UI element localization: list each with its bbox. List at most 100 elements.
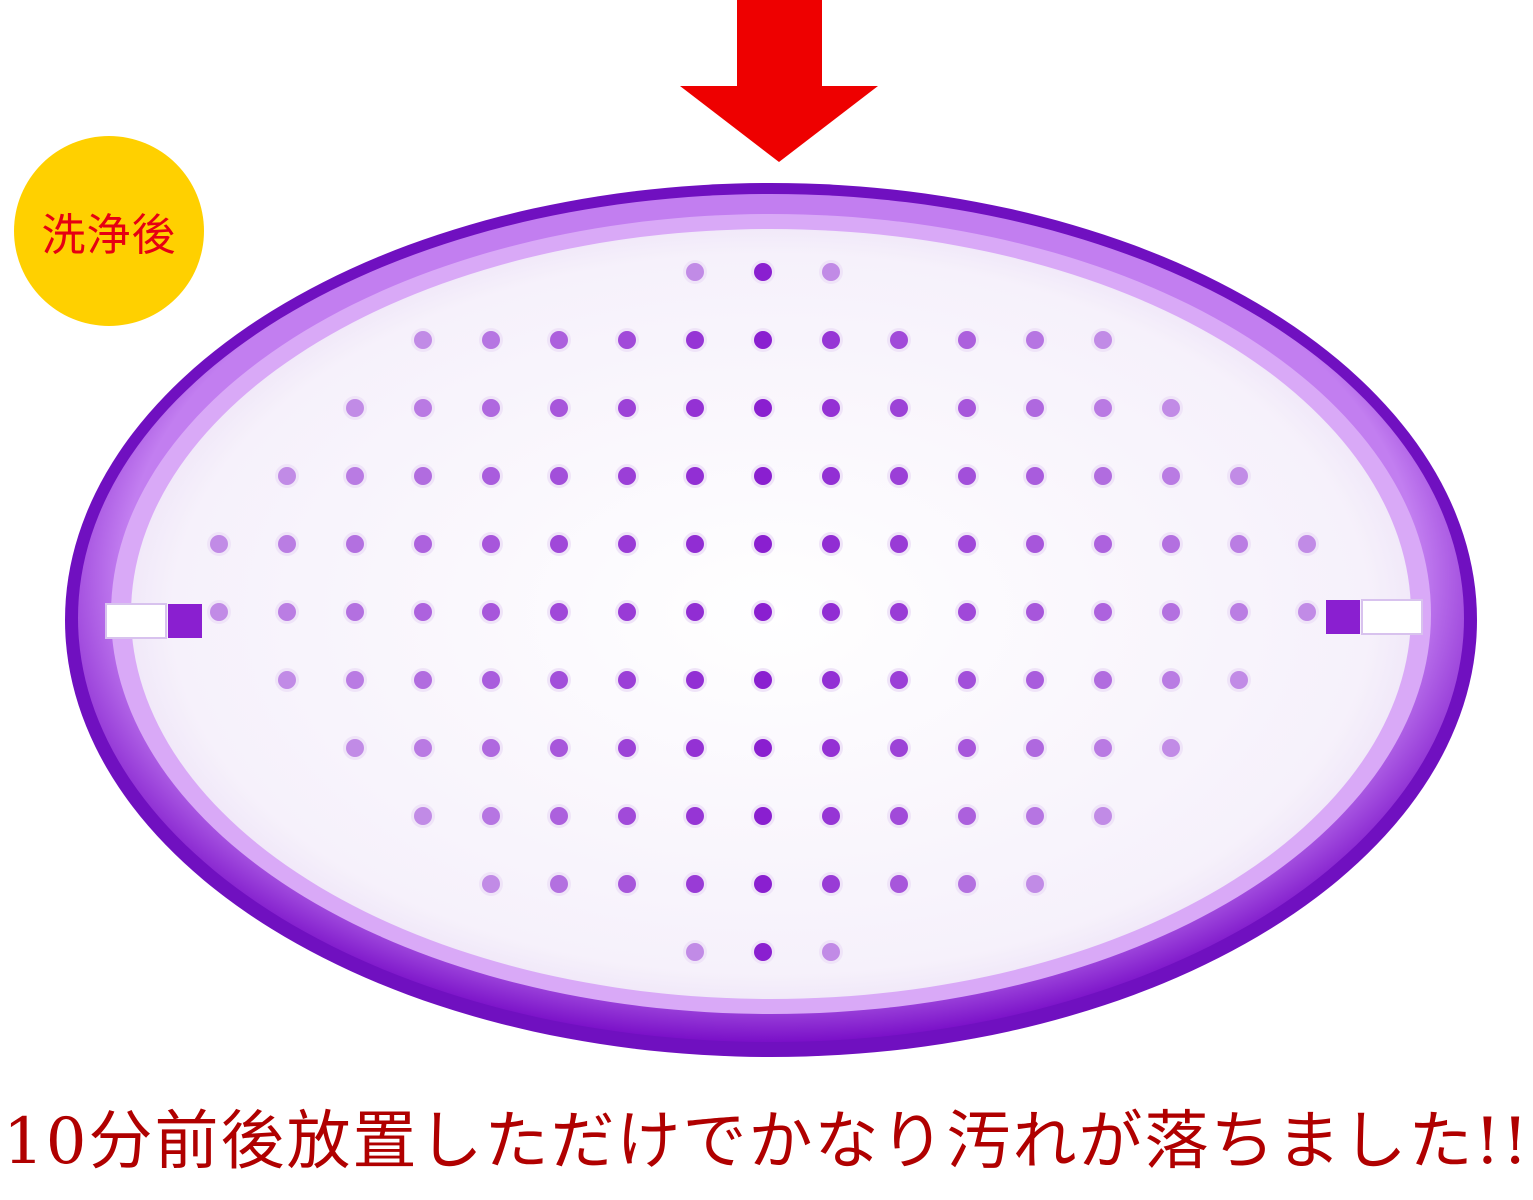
drain-hole-ring bbox=[1159, 396, 1183, 420]
drain-hole bbox=[686, 943, 704, 961]
drain-hole bbox=[550, 603, 568, 621]
drain-hole bbox=[1094, 739, 1112, 757]
drain-hole bbox=[278, 467, 296, 485]
caption-text: 10分前後放置しただけでかなり汚れが落ちました!! bbox=[3, 1105, 1530, 1179]
drain-hole bbox=[550, 467, 568, 485]
drain-hole bbox=[754, 399, 772, 417]
drain-hole bbox=[1094, 399, 1112, 417]
drain-hole bbox=[686, 331, 704, 349]
drain-hole bbox=[346, 603, 364, 621]
drain-hole bbox=[822, 807, 840, 825]
drain-hole bbox=[618, 603, 636, 621]
drain-holes bbox=[207, 260, 1319, 964]
drain-hole bbox=[414, 671, 432, 689]
drain-hole bbox=[890, 535, 908, 553]
drain-hole bbox=[822, 399, 840, 417]
drain-hole bbox=[754, 943, 772, 961]
drain-hole bbox=[890, 467, 908, 485]
drain-hole bbox=[1094, 807, 1112, 825]
tray-right-slot bbox=[1326, 600, 1360, 634]
soap-tray bbox=[65, 183, 1477, 1057]
drain-hole bbox=[958, 739, 976, 757]
drain-hole bbox=[958, 603, 976, 621]
drain-hole bbox=[550, 671, 568, 689]
drain-hole-ring bbox=[1159, 736, 1183, 760]
drain-hole bbox=[550, 331, 568, 349]
drain-hole bbox=[754, 671, 772, 689]
drain-hole bbox=[754, 875, 772, 893]
drain-hole-ring bbox=[819, 260, 843, 284]
drain-hole bbox=[958, 535, 976, 553]
down-arrow-icon bbox=[680, 0, 878, 162]
drain-hole bbox=[550, 739, 568, 757]
drain-hole bbox=[890, 603, 908, 621]
drain-hole bbox=[346, 467, 364, 485]
drain-hole bbox=[618, 739, 636, 757]
drain-hole bbox=[1094, 467, 1112, 485]
drain-hole bbox=[414, 331, 432, 349]
drain-hole-ring bbox=[1023, 872, 1047, 896]
drain-hole bbox=[958, 875, 976, 893]
drain-hole bbox=[1298, 603, 1316, 621]
drain-hole-ring bbox=[1091, 328, 1115, 352]
drain-hole-ring bbox=[411, 328, 435, 352]
drain-hole bbox=[1094, 671, 1112, 689]
drain-hole bbox=[1162, 603, 1180, 621]
drain-hole bbox=[414, 399, 432, 417]
drain-hole bbox=[414, 467, 432, 485]
drain-hole bbox=[686, 739, 704, 757]
drain-hole bbox=[346, 535, 364, 553]
drain-hole bbox=[618, 671, 636, 689]
drain-hole bbox=[1230, 603, 1248, 621]
drain-hole bbox=[482, 535, 500, 553]
drain-hole bbox=[1162, 399, 1180, 417]
drain-hole bbox=[1162, 739, 1180, 757]
drain-hole-ring bbox=[275, 668, 299, 692]
drain-hole bbox=[754, 807, 772, 825]
drain-hole bbox=[1026, 331, 1044, 349]
drain-hole bbox=[550, 535, 568, 553]
drain-hole bbox=[414, 535, 432, 553]
drain-hole-ring bbox=[1227, 668, 1251, 692]
drain-hole bbox=[278, 603, 296, 621]
drain-hole bbox=[754, 331, 772, 349]
drain-hole bbox=[1026, 603, 1044, 621]
drain-hole bbox=[822, 943, 840, 961]
drain-hole bbox=[278, 671, 296, 689]
drain-hole bbox=[210, 603, 228, 621]
drain-hole bbox=[482, 671, 500, 689]
drain-hole bbox=[618, 467, 636, 485]
drain-hole bbox=[414, 807, 432, 825]
drain-hole bbox=[822, 875, 840, 893]
drain-hole bbox=[1162, 535, 1180, 553]
drain-hole bbox=[1230, 671, 1248, 689]
drain-hole bbox=[1026, 467, 1044, 485]
drain-hole bbox=[686, 535, 704, 553]
drain-hole bbox=[822, 467, 840, 485]
drain-hole bbox=[1094, 535, 1112, 553]
drain-hole bbox=[1094, 331, 1112, 349]
drain-hole bbox=[890, 331, 908, 349]
tray-left-tab bbox=[105, 603, 167, 639]
drain-hole bbox=[822, 603, 840, 621]
drain-hole bbox=[754, 603, 772, 621]
drain-hole bbox=[482, 467, 500, 485]
drain-hole-ring bbox=[683, 260, 707, 284]
drain-hole bbox=[822, 739, 840, 757]
drain-hole bbox=[686, 807, 704, 825]
drain-hole bbox=[1094, 603, 1112, 621]
drain-hole bbox=[1026, 535, 1044, 553]
drain-hole bbox=[958, 399, 976, 417]
drain-hole bbox=[686, 875, 704, 893]
drain-hole bbox=[618, 535, 636, 553]
drain-hole bbox=[482, 875, 500, 893]
drain-hole bbox=[822, 263, 840, 281]
drain-hole bbox=[686, 603, 704, 621]
drain-hole bbox=[618, 875, 636, 893]
drain-hole bbox=[1026, 875, 1044, 893]
drain-hole bbox=[414, 739, 432, 757]
drain-hole bbox=[686, 399, 704, 417]
drain-hole-ring bbox=[1227, 464, 1251, 488]
drain-hole bbox=[618, 399, 636, 417]
drain-hole bbox=[958, 807, 976, 825]
